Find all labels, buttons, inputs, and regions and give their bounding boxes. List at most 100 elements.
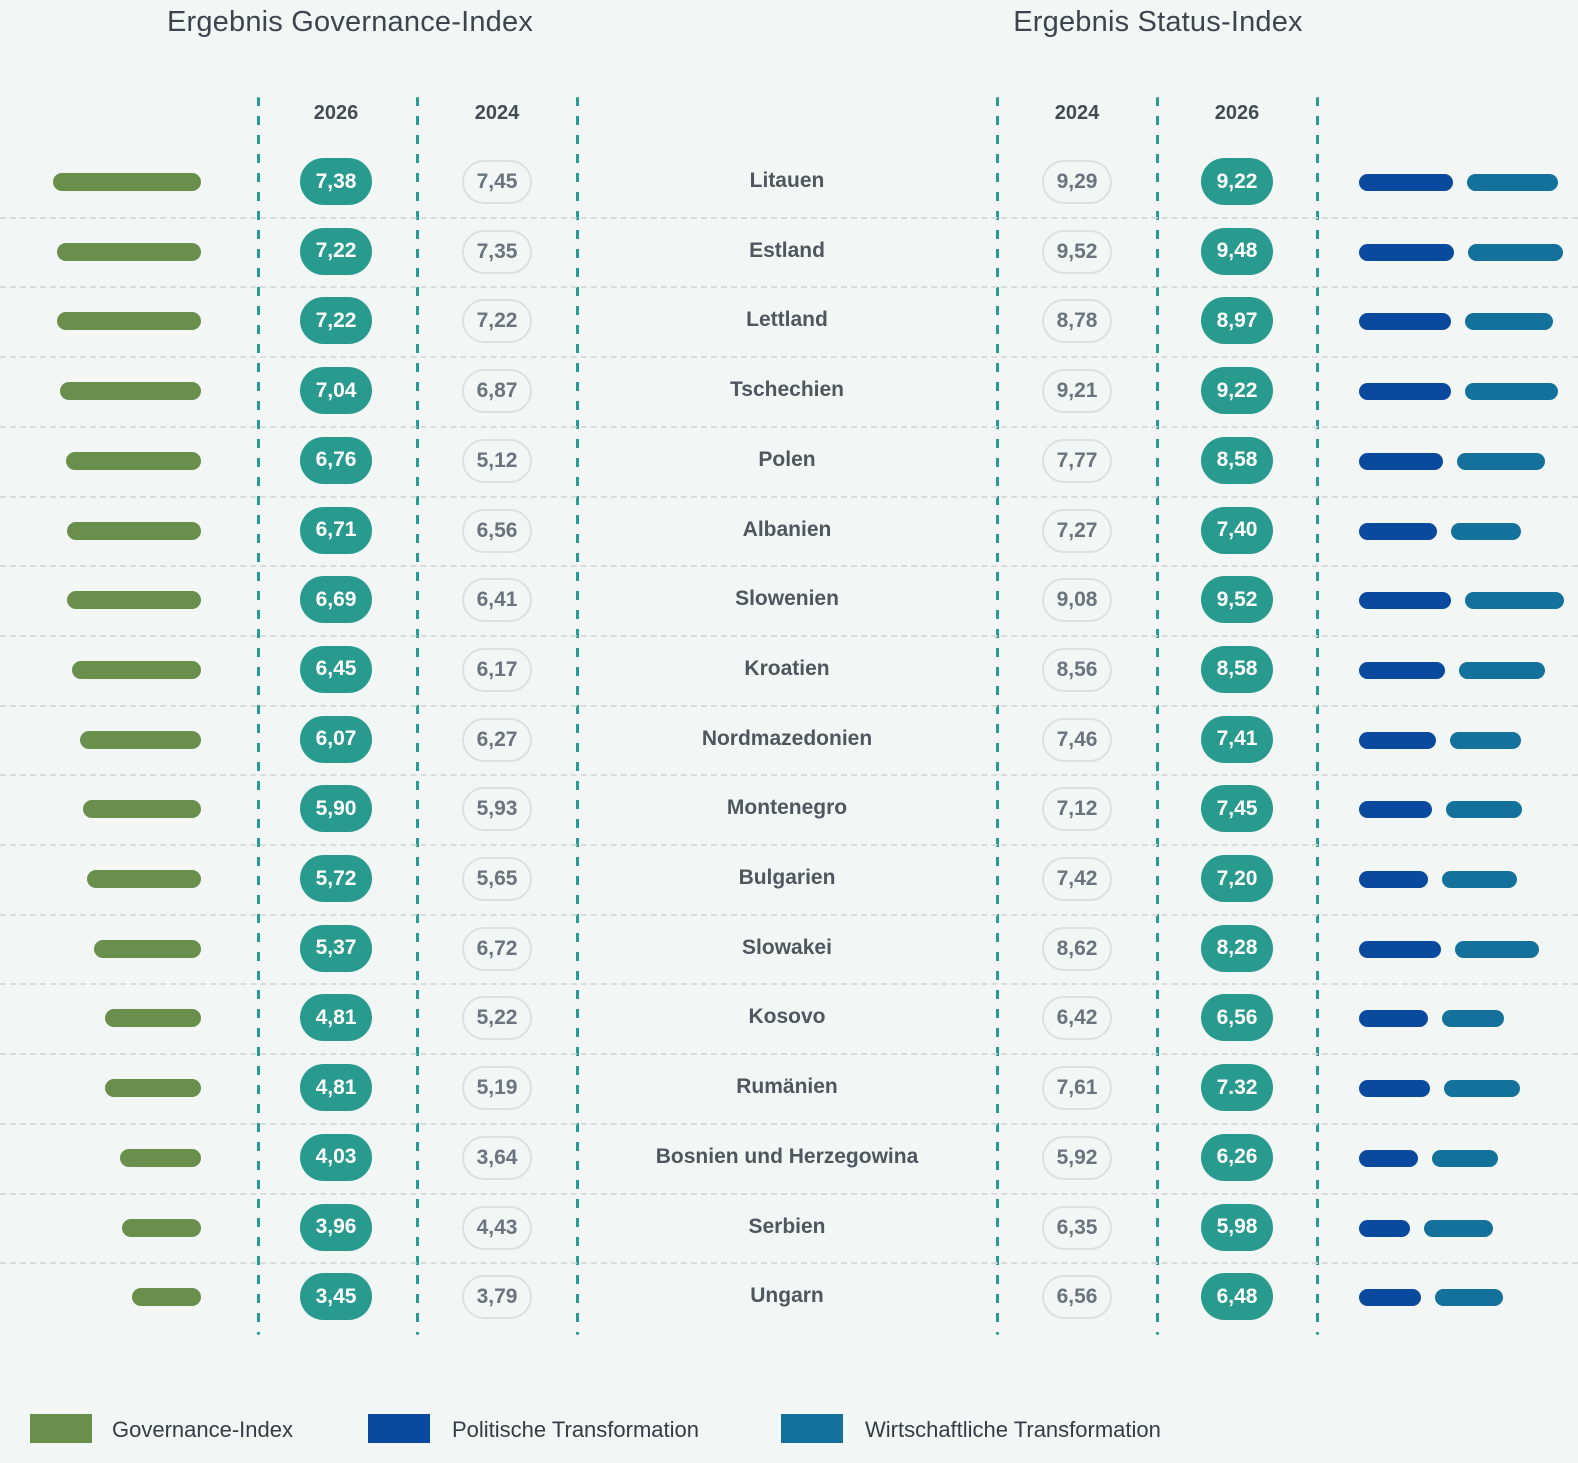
table-row: 5,37 6,72 Slowakei 8,62 8,28 <box>0 914 1578 984</box>
status-2026-pill: 5,98 <box>1201 1203 1273 1251</box>
economic-transformation-bar <box>1444 1080 1520 1098</box>
country-label: Lettland <box>746 308 828 332</box>
status-2026-pill: 7,40 <box>1201 506 1273 554</box>
country-label: Bulgarien <box>738 866 836 889</box>
governance-bar <box>67 591 201 610</box>
gov-2024-pill: 6,87 <box>462 369 532 414</box>
political-transformation-bar <box>1359 801 1432 819</box>
row-separator <box>0 1053 1578 1056</box>
table-row: 4,81 5,22 Kosovo 6,42 6,56 <box>0 983 1578 1053</box>
governance-bar <box>93 939 201 958</box>
governance-title: Ergebnis Governance-Index <box>166 6 534 38</box>
status-2026-pill: 8,97 <box>1201 297 1273 345</box>
gov-2026-pill: 4,81 <box>300 994 372 1042</box>
gov-2024-pill: 5,65 <box>462 857 532 901</box>
legend-label-governance: Governance-Index <box>112 1417 293 1442</box>
status-2024-pill: 7,77 <box>1042 438 1112 483</box>
political-transformation-bar <box>1359 243 1454 261</box>
country-label: Estland <box>749 238 825 262</box>
column-divider <box>575 97 579 1335</box>
status-2024-pill: 6,56 <box>1042 1275 1112 1320</box>
gov-2024-pill: 6,56 <box>462 508 532 553</box>
economic-transformation-bar <box>1442 1010 1504 1028</box>
governance-bar <box>56 312 201 331</box>
column-divider <box>256 97 260 1335</box>
status-2026-pill: 7,20 <box>1201 855 1273 902</box>
governance-bar <box>104 1079 201 1098</box>
row-separator <box>0 1262 1578 1265</box>
row-separator <box>0 913 1578 916</box>
country-label: Nordmazedonien <box>701 726 873 750</box>
table-row: 6,45 6,17 Kroatien 8,56 8,58 <box>0 635 1578 705</box>
gov-2024-pill: 6,27 <box>462 717 532 762</box>
political-transformation-bar <box>1359 661 1445 679</box>
row-separator <box>0 356 1578 359</box>
row-separator <box>0 216 1578 219</box>
economic-transformation-bar <box>1465 592 1564 610</box>
status-2024-pill: 6,35 <box>1042 1205 1112 1250</box>
gov-2026-pill: 7,22 <box>300 227 372 275</box>
governance-bar <box>104 1009 201 1028</box>
status-2024-pill: 7,61 <box>1042 1066 1112 1111</box>
political-transformation-bar <box>1359 383 1451 401</box>
country-label: Ungarn <box>750 1284 824 1308</box>
governance-bar <box>79 730 201 749</box>
status-title: Ergebnis Status-Index <box>1013 6 1303 38</box>
economic-transformation-bar <box>1442 871 1517 888</box>
economic-transformation-bar <box>1424 1219 1493 1237</box>
status-2026-pill: 6,56 <box>1201 994 1273 1042</box>
row-separator <box>0 983 1578 986</box>
status-2024-pill: 5,92 <box>1042 1135 1112 1180</box>
status-2024-pill: 7,12 <box>1042 787 1112 832</box>
status-2026-pill: 6,26 <box>1201 1133 1273 1181</box>
status-2024-pill: 9,21 <box>1042 369 1112 414</box>
column-divider <box>1315 97 1319 1335</box>
gov-2026-pill: 7,22 <box>300 297 372 345</box>
gov-col-header-2024: 2024 <box>474 102 520 124</box>
status-2026-pill: 9,22 <box>1201 158 1273 205</box>
row-separator <box>0 565 1578 568</box>
gov-2026-pill: 7,04 <box>300 367 372 415</box>
status-2026-pill: 6,48 <box>1201 1273 1273 1321</box>
gov-col-header-2026: 2026 <box>313 102 359 124</box>
gov-2026-pill: 6,45 <box>300 645 372 693</box>
status-2024-pill: 7,42 <box>1042 857 1112 901</box>
governance-bar <box>86 870 201 888</box>
political-transformation-bar <box>1359 452 1443 470</box>
country-label: Slowenien <box>735 587 839 611</box>
status-2026-pill: 7,41 <box>1201 715 1273 763</box>
country-label: Litauen <box>749 169 825 192</box>
political-transformation-bar <box>1359 1149 1418 1167</box>
political-transformation-bar <box>1359 940 1441 958</box>
country-label: Albanien <box>742 517 832 541</box>
gov-2024-pill: 7,45 <box>462 160 532 204</box>
gov-2026-pill: 5,90 <box>300 785 372 833</box>
status-col-header-2026: 2026 <box>1214 102 1260 124</box>
political-transformation-bar <box>1359 1010 1428 1028</box>
economic-transformation-bar <box>1455 940 1539 958</box>
political-transformation-bar <box>1359 522 1437 540</box>
economic-transformation-bar <box>1467 174 1558 191</box>
status-2026-pill: 8,28 <box>1201 924 1273 972</box>
status-2026-pill: 7.32 <box>1201 1064 1273 1112</box>
gov-2026-pill: 6,69 <box>300 576 372 624</box>
table-row: 3,96 4,43 Serbien 6,35 5,98 <box>0 1193 1578 1263</box>
table-row: 4,03 3,64 Bosnien und Herzegowina 5,92 6,26 <box>0 1123 1578 1193</box>
gov-2024-pill: 3,79 <box>462 1275 532 1320</box>
gov-2024-pill: 6,41 <box>462 578 532 623</box>
table-row: 6,69 6,41 Slowenien 9,08 9,52 <box>0 565 1578 635</box>
gov-2024-pill: 5,12 <box>462 438 532 483</box>
row-separator <box>0 774 1578 777</box>
column-divider <box>1155 97 1159 1335</box>
economic-transformation-bar <box>1468 243 1563 261</box>
country-label: Slowakei <box>742 935 832 959</box>
gov-2026-pill: 6,07 <box>300 715 372 763</box>
political-transformation-bar <box>1359 1289 1421 1307</box>
status-2024-pill: 9,29 <box>1042 160 1112 204</box>
gov-2026-pill: 3,96 <box>300 1203 372 1251</box>
gov-2024-pill: 3,64 <box>462 1135 532 1180</box>
status-col-header-2024: 2024 <box>1054 102 1100 124</box>
political-transformation-bar <box>1359 592 1451 610</box>
table-row: 7,04 6,87 Tschechien 9,21 9,22 <box>0 356 1578 426</box>
economic-transformation-bar <box>1465 383 1558 401</box>
